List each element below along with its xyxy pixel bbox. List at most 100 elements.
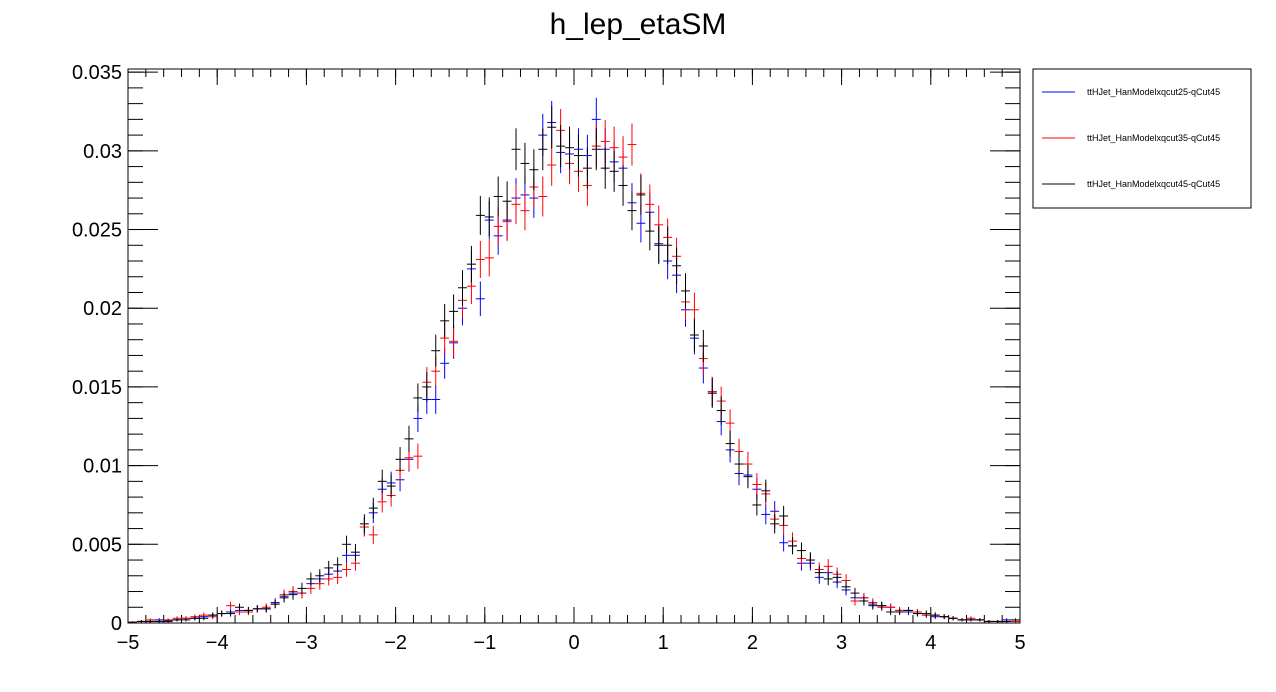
- data-point: [627, 190, 637, 231]
- data-point: [315, 569, 325, 583]
- data-point: [529, 149, 539, 191]
- data-point: [395, 447, 405, 472]
- data-point: [243, 606, 253, 614]
- data-point: [948, 616, 958, 621]
- data-point: [359, 514, 369, 534]
- data-point: [368, 525, 378, 544]
- data-series-layer: [128, 97, 1020, 623]
- data-point: [761, 504, 771, 525]
- data-point: [600, 147, 610, 189]
- data-point: [404, 425, 414, 452]
- data-point: [440, 303, 450, 338]
- data-point: [226, 601, 236, 610]
- data-point: [199, 616, 209, 621]
- data-point: [921, 610, 931, 617]
- data-point: [297, 582, 307, 595]
- data-point: [877, 601, 887, 610]
- data-point: [912, 610, 922, 617]
- data-point: [993, 620, 1003, 623]
- data-point: [1011, 618, 1020, 622]
- data-point: [823, 559, 833, 574]
- x-tick-label: −1: [473, 632, 496, 654]
- data-point: [797, 542, 806, 559]
- data-point: [466, 245, 476, 283]
- data-point: [886, 608, 896, 616]
- data-point: [547, 144, 557, 186]
- data-point: [823, 572, 833, 586]
- data-point: [190, 616, 200, 621]
- data-point: [333, 570, 343, 584]
- data-point: [431, 385, 441, 414]
- data-point: [565, 126, 574, 169]
- data-point: [627, 123, 637, 166]
- data-point: [689, 318, 699, 352]
- data-point: [520, 190, 530, 231]
- y-tick-label: 0.025: [72, 220, 122, 242]
- data-point: [377, 469, 387, 493]
- data-point: [761, 479, 771, 502]
- data-point: [520, 142, 530, 185]
- data-point: [502, 181, 512, 222]
- data-point: [484, 197, 494, 237]
- data-point: [172, 618, 182, 622]
- data-point: [493, 176, 503, 217]
- data-point: [681, 273, 690, 309]
- data-point: [377, 491, 387, 513]
- y-tick-label: 0.005: [72, 534, 122, 556]
- data-point: [181, 618, 191, 622]
- data-point: [279, 593, 289, 603]
- data-point: [556, 125, 566, 168]
- data-point: [538, 128, 548, 171]
- y-tick-label: 0: [111, 613, 122, 635]
- data-point: [386, 474, 396, 498]
- data-point: [957, 618, 967, 622]
- x-tick-label: −2: [384, 632, 407, 654]
- data-point: [475, 240, 485, 279]
- data-point: [645, 211, 655, 251]
- data-point: [333, 557, 343, 573]
- data-point: [511, 184, 521, 225]
- y-tick-label: 0.015: [72, 377, 122, 399]
- x-axis: −5 −4 −3 −2 −1 0 1 2 3 4 5: [117, 69, 1026, 654]
- data-point: [235, 603, 244, 612]
- data-point: [805, 552, 815, 568]
- data-point: [895, 608, 905, 616]
- x-tick-label: −5: [117, 632, 140, 654]
- chart-title: h_lep_etaSM: [550, 8, 727, 41]
- data-point: [449, 324, 459, 358]
- data-point: [859, 596, 869, 606]
- data-point: [431, 334, 441, 367]
- data-point: [707, 378, 717, 408]
- data-point: [163, 620, 173, 623]
- data-point: [342, 562, 351, 577]
- data-point: [939, 614, 949, 620]
- data-point: [770, 514, 780, 534]
- data-point: [984, 620, 994, 623]
- data-point: [288, 589, 298, 600]
- data-point: [814, 565, 824, 580]
- data-point: [663, 226, 673, 265]
- data-point: [511, 128, 521, 171]
- data-point: [752, 494, 762, 516]
- data-point: [654, 226, 664, 265]
- data-point: [475, 195, 485, 235]
- x-tick-label: 5: [1014, 632, 1025, 654]
- data-point: [413, 383, 423, 413]
- data-point: [752, 473, 762, 496]
- x-tick-label: −4: [206, 632, 229, 654]
- data-point: [672, 247, 682, 284]
- data-point: [538, 176, 548, 217]
- data-point: [574, 134, 583, 177]
- legend: ttHJet_HanModelxqcut25-qCut45 ttHJet_Han…: [1032, 68, 1252, 209]
- data-point: [609, 150, 619, 192]
- data-point: [342, 535, 351, 553]
- data-point: [734, 451, 744, 477]
- x-tick-label: 2: [747, 632, 758, 654]
- data-point: [618, 165, 628, 206]
- data-point: [413, 443, 423, 469]
- data-point: [306, 572, 316, 586]
- x-tick-label: 4: [925, 632, 936, 654]
- data-point: [779, 534, 789, 552]
- legend-label-series-1: ttHJet_HanModelxqcut25-qCut45: [1087, 87, 1220, 97]
